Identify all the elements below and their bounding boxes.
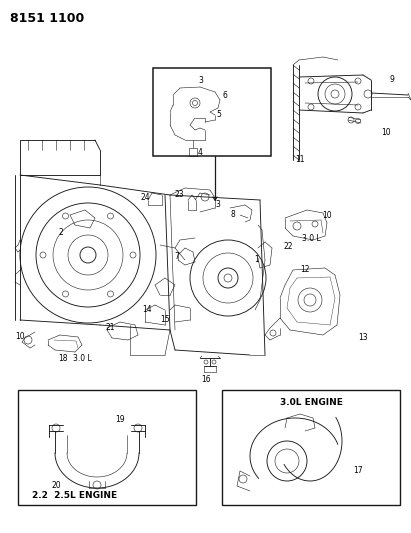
Text: 22: 22 [283, 242, 293, 251]
Text: 23: 23 [174, 190, 184, 199]
Text: 2.2  2.5L ENGINE: 2.2 2.5L ENGINE [32, 491, 117, 500]
Bar [18, 390, 196, 505]
Text: 5: 5 [216, 110, 221, 119]
Text: 18: 18 [58, 354, 67, 363]
Text: 19: 19 [115, 415, 125, 424]
Text: 3: 3 [215, 200, 220, 209]
Text: 9: 9 [390, 75, 395, 84]
Text: 2: 2 [58, 228, 63, 237]
Text: 14: 14 [142, 305, 152, 314]
Text: 10: 10 [15, 332, 25, 341]
Text: 8151 1100: 8151 1100 [10, 12, 84, 25]
Text: 3: 3 [198, 76, 203, 85]
Text: 10: 10 [381, 128, 390, 137]
Text: 20: 20 [51, 481, 61, 490]
Text: 3.0 L: 3.0 L [302, 234, 321, 243]
Text: 3.0 L: 3.0 L [73, 354, 92, 363]
Bar [153, 68, 271, 156]
Text: 6: 6 [222, 91, 227, 100]
Text: 4: 4 [198, 148, 203, 157]
Text: 17: 17 [353, 466, 363, 475]
Text: 24: 24 [140, 193, 150, 202]
Text: 7: 7 [174, 252, 179, 261]
Text: 13: 13 [358, 333, 367, 342]
Text: 11: 11 [295, 155, 305, 164]
Text: 21: 21 [105, 323, 115, 332]
Text: 3.0L ENGINE: 3.0L ENGINE [279, 398, 342, 407]
Text: 1: 1 [254, 255, 259, 264]
Text: 12: 12 [300, 265, 309, 274]
Bar [222, 390, 400, 505]
Text: 10: 10 [322, 211, 332, 220]
Text: 15: 15 [160, 315, 170, 324]
Text: 16: 16 [201, 375, 211, 384]
Text: 8: 8 [230, 210, 235, 219]
